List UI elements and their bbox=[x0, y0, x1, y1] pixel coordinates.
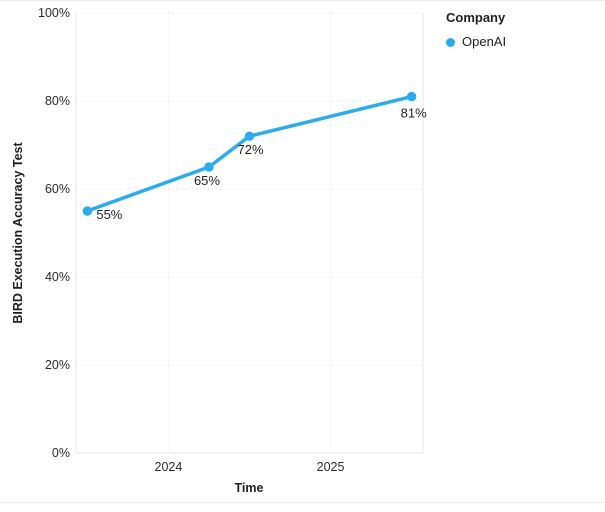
top-edge-divider bbox=[0, 0, 605, 1]
data-point[interactable] bbox=[406, 91, 417, 102]
y-tick-label: 0% bbox=[52, 446, 70, 460]
point-label-layer: 55% 65% 72% 81% bbox=[96, 106, 427, 222]
y-tick-label: 60% bbox=[45, 182, 70, 196]
y-tick-label: 100% bbox=[38, 6, 70, 20]
bottom-edge-divider bbox=[0, 502, 605, 503]
data-point-label: 72% bbox=[238, 142, 264, 157]
series-layer bbox=[82, 91, 417, 216]
grid-layer bbox=[75, 12, 424, 454]
series-line bbox=[85, 94, 414, 213]
data-point-label: 65% bbox=[194, 173, 220, 188]
data-point-label: 55% bbox=[96, 207, 122, 222]
data-point-label: 81% bbox=[401, 106, 427, 121]
x-axis-title: Time bbox=[235, 481, 264, 495]
y-tick-label: 80% bbox=[45, 94, 70, 108]
x-tick-label: 2025 bbox=[317, 460, 345, 474]
x-tick-label: 2024 bbox=[155, 460, 183, 474]
y-tick-label: 40% bbox=[45, 270, 70, 284]
legend-item-openai[interactable]: OpenAI bbox=[446, 34, 506, 50]
y-axis-title: BIRD Execution Accuracy Test bbox=[11, 142, 25, 324]
legend-title: Company bbox=[446, 10, 506, 25]
y-tick-label: 20% bbox=[45, 358, 70, 372]
data-point[interactable] bbox=[204, 162, 214, 172]
legend-item-label: OpenAI bbox=[462, 34, 507, 49]
axis-layer: 0% 20% 40% 60% 80% 100% 2024 2025 bbox=[38, 6, 345, 474]
legend-dot-icon bbox=[446, 37, 455, 47]
legend: Company OpenAI bbox=[446, 10, 506, 50]
data-point[interactable] bbox=[82, 206, 93, 216]
plot-border bbox=[75, 13, 424, 454]
data-point[interactable] bbox=[244, 131, 255, 141]
